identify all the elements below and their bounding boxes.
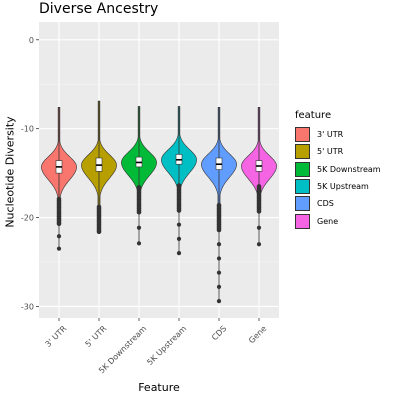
x-tick-label: 3' UTR [44,324,69,349]
outlier-point [216,227,222,233]
y-tick-label: 0 [29,36,34,45]
outlier-point [56,234,62,239]
legend-key [295,127,310,143]
y-axis-label: Nucleotide Diversity [3,116,17,228]
outlier-point [176,236,182,241]
outlier-point [176,222,182,227]
legend: feature 3' UTR 5' UTR 5K Downstream 5K Upst… [295,110,381,230]
outlier-point [256,209,262,214]
chart-title: Diverse Ancestry [39,1,159,17]
x-tick-label: 5' UTR [84,324,109,349]
outlier-point [136,225,142,230]
legend-item: 5' UTR [295,143,381,160]
legend-item: Gene [295,212,381,229]
legend-label: 3' UTR [317,130,344,140]
legend-item: CDS [295,195,381,212]
outlier-point [96,229,102,234]
legend-title: feature [295,110,332,121]
outlier-point [56,221,62,227]
y-tick-label: -30 [21,302,34,311]
y-tick-label: -10 [21,125,34,134]
legend-key [295,196,310,212]
x-axis-label: Feature [138,381,180,394]
legend-label: 5K Upstream [317,182,369,192]
legend-label: CDS [317,199,334,209]
outlier-point [176,251,182,256]
x-tick-label: CDS [210,324,228,342]
outlier-point [256,242,262,247]
legend-key [295,213,310,229]
outlier-point [216,284,222,289]
legend-key [295,179,310,195]
outlier-point [136,241,142,246]
outlier-point [216,256,222,261]
outlier-point [216,242,222,247]
legend-key [295,144,310,160]
legend-label: 5' UTR [317,147,344,157]
legend-item: 3' UTR [295,126,381,143]
outlier-point [256,225,262,230]
legend-key [295,161,310,177]
legend-items: 3' UTR 5' UTR 5K Downstream 5K Upstream CDS G… [295,126,381,230]
legend-item: 5K Upstream [295,178,381,195]
x-tick-label: 5K Upstream [145,324,188,367]
outlier-point [56,246,62,251]
legend-item: 5K Downstream [295,161,381,178]
y-tick-label: -20 [21,214,34,223]
legend-label: Gene [317,216,339,226]
outlier-point [216,270,222,275]
outlier-point [176,208,182,213]
outlier-point [216,299,222,304]
plot-panel [39,22,279,318]
x-tick-label: Gene [247,324,268,345]
legend-label: 5K Downstream [317,164,381,174]
outlier-point [136,209,142,215]
